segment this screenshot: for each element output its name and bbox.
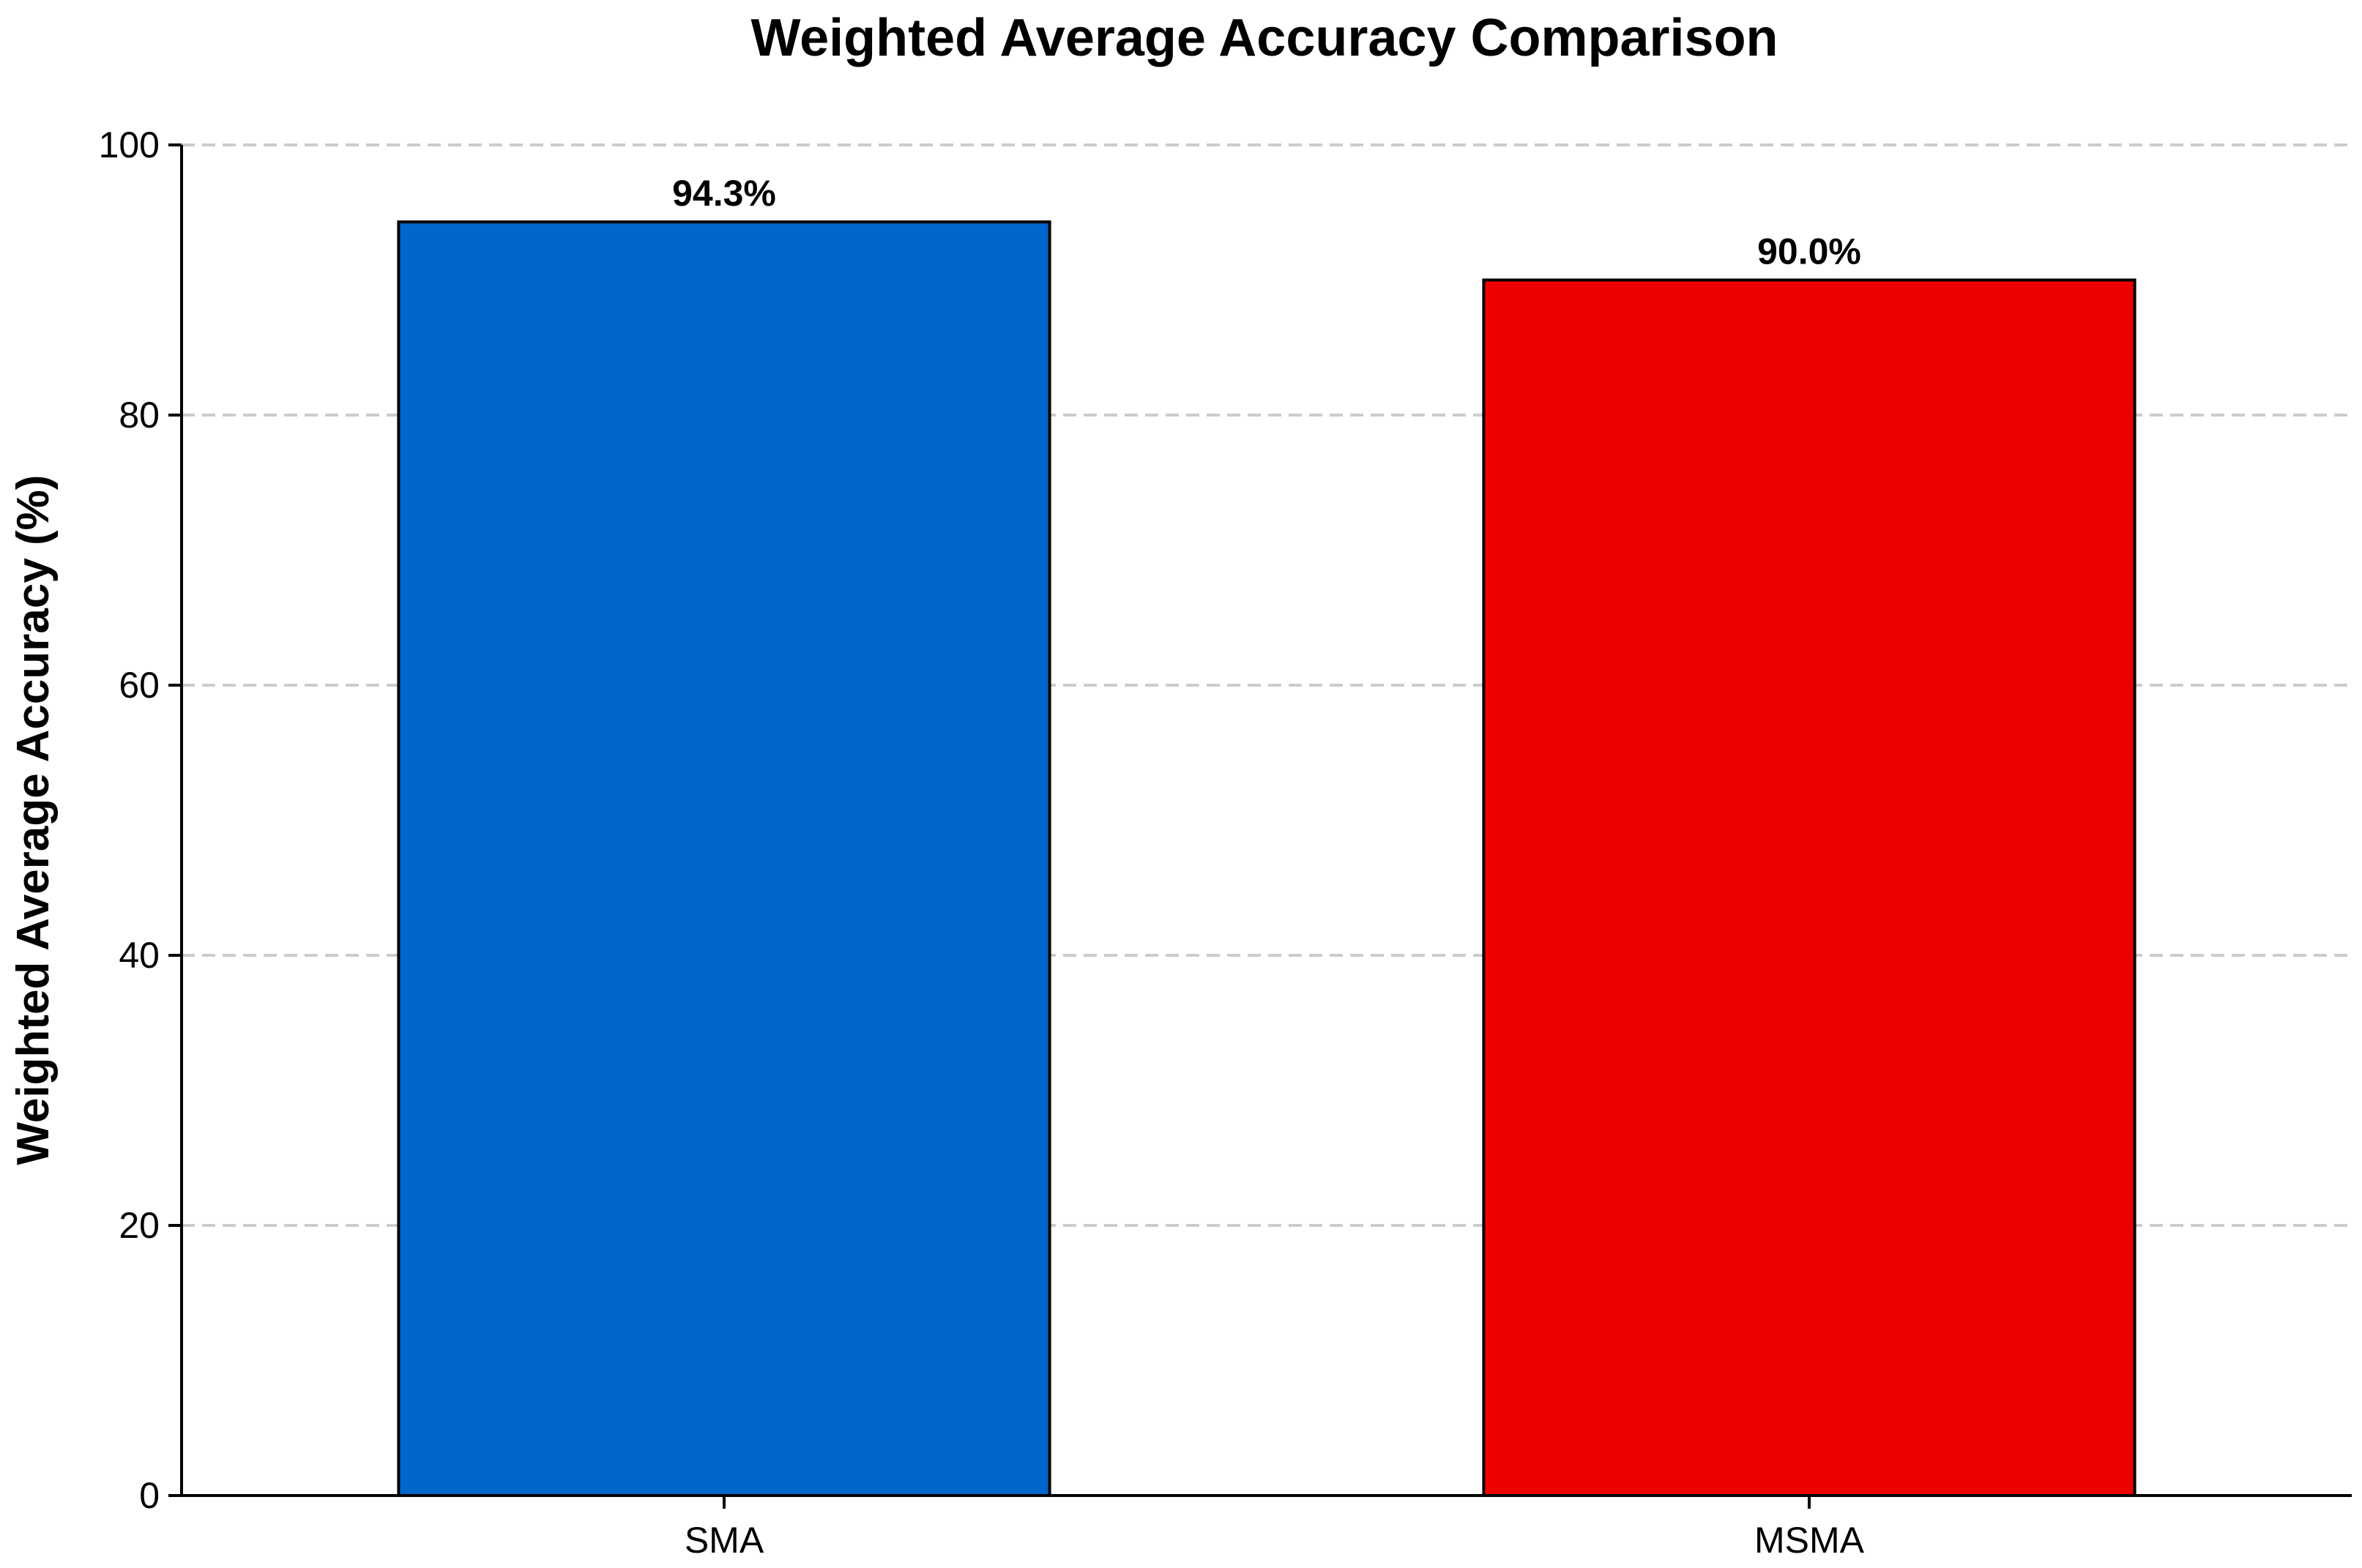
- y-axis-label: Weighted Average Accuracy (%): [8, 475, 59, 1165]
- data-label-sma: 94.3%: [672, 173, 776, 214]
- y-tick-label: 40: [119, 935, 160, 976]
- y-tick-label: 20: [119, 1205, 160, 1246]
- bar-sma: [397, 220, 1051, 1497]
- chart-title: Weighted Average Accuracy Comparison: [750, 9, 1778, 67]
- axes: [168, 143, 2352, 1509]
- x-tick-label-sma: SMA: [685, 1520, 764, 1561]
- bars: [397, 220, 2136, 1497]
- data-label-msma: 90.0%: [1757, 231, 1861, 272]
- x-tick-label-msma: MSMA: [1754, 1520, 1865, 1561]
- bar-msma: [1482, 278, 2136, 1497]
- labels: 0 20 40 60 80 100 94.3% SMA 90.0% MSMA: [99, 124, 1865, 1561]
- y-tick-label: 80: [119, 395, 160, 436]
- y-tick-label: 60: [119, 665, 160, 706]
- y-tick-label: 100: [99, 124, 160, 165]
- y-tick-label: 0: [139, 1475, 160, 1516]
